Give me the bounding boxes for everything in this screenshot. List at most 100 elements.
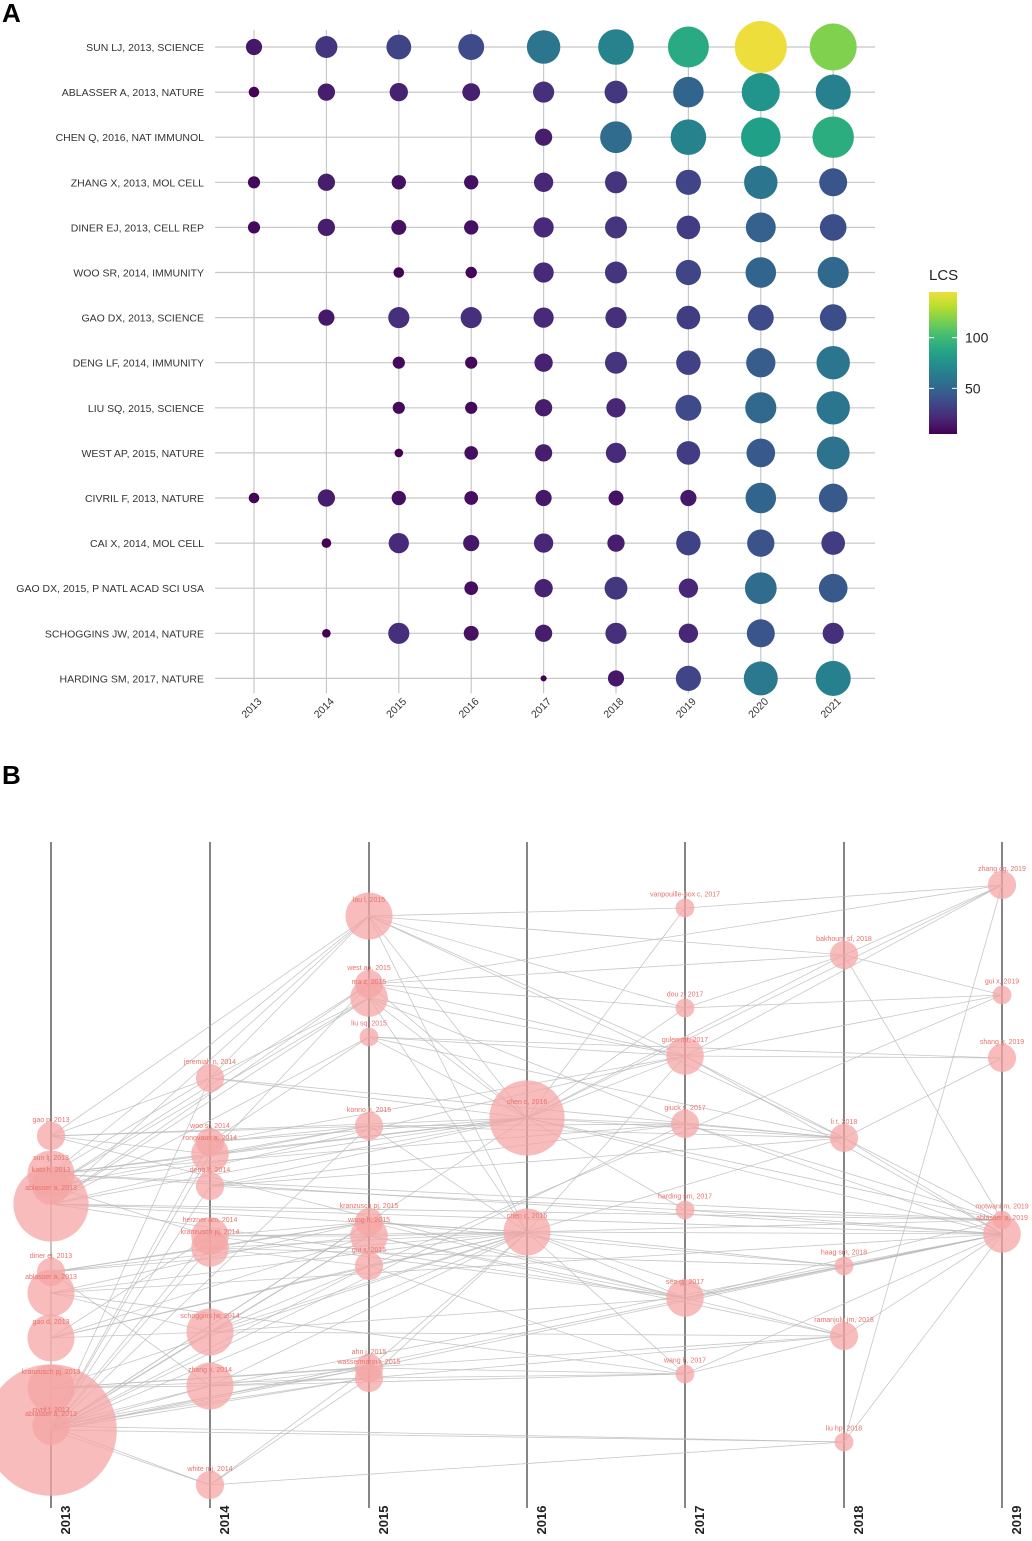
paper-node-label: zhang cg, 2019: [978, 866, 1026, 873]
lcs-bubble: [676, 215, 701, 240]
citation-edge: [50, 915, 370, 1137]
row-label: GAO DX, 2015, P NATL ACAD SCI USA: [16, 583, 204, 595]
citation-edge: [368, 1231, 528, 1267]
paper-node: [195, 1171, 225, 1201]
lcs-bubble-chart: SUN LJ, 2013, SCIENCE ABLASSER A, 2013, N…: [16, 21, 989, 721]
citation-edge: [209, 1265, 370, 1333]
lcs-bubble: [604, 351, 628, 374]
citation-edge: [50, 1235, 370, 1339]
paper-node-label: chen q, 2016: [507, 1099, 548, 1106]
paper-node: [354, 1111, 384, 1141]
paper-node-label: gui x, 2015: [352, 1247, 386, 1254]
lcs-bubble: [394, 448, 404, 458]
citation-edge: [50, 1231, 528, 1294]
citation-edge: [50, 1077, 211, 1175]
citation-edge: [684, 1055, 1003, 1059]
lcs-bubble: [747, 304, 774, 331]
paper-node-label: gulen mf, 2017: [662, 1037, 708, 1044]
paper-node: [983, 1215, 1021, 1253]
paper-node: [350, 979, 388, 1017]
citation-edge: [368, 997, 686, 1125]
paper-node-label: kranzusch pj, 2014: [181, 1229, 240, 1236]
year-label: 2018: [851, 1506, 866, 1535]
paper-node-label: ablasser a, 2013: [25, 1411, 77, 1418]
lcs-bubble: [464, 446, 479, 460]
lcs-bubble: [534, 579, 553, 598]
citation-edge: [684, 1123, 1003, 1235]
lcs-bubble: [464, 491, 479, 505]
citation-edge: [684, 1209, 1003, 1221]
paper-node-label: gao d, 2013: [33, 1319, 70, 1326]
citation-edge: [209, 983, 370, 1155]
citation-edge: [843, 954, 1003, 996]
citation-edge: [684, 884, 1003, 1057]
paper-node-label: motwani m, 2019: [975, 1204, 1028, 1211]
paper-node: [350, 1217, 388, 1255]
citation-edge: [209, 1297, 686, 1333]
citation-edge: [50, 1425, 845, 1443]
citation-edge: [209, 915, 370, 1079]
citation-edge: [209, 1367, 370, 1387]
lcs-bubble: [247, 221, 261, 234]
citation-edge: [368, 1036, 686, 1057]
citation-edge: [209, 1231, 528, 1333]
citation-edge: [209, 1036, 370, 1143]
paper-node: [675, 1200, 695, 1220]
lcs-bubble: [391, 175, 406, 190]
citation-edge: [368, 915, 528, 1233]
lcs-bubble: [676, 305, 701, 330]
paper-node: [191, 1135, 229, 1173]
paper-node-label: harding sm, 2017: [658, 1194, 712, 1201]
citation-edge: [209, 1247, 370, 1267]
lcs-bubble: [540, 675, 547, 682]
paper-node-label: sun lj, 2013: [33, 1155, 69, 1162]
paper-node-label: wassermann r, 2015: [336, 1359, 400, 1366]
lcs-bubble: [675, 169, 701, 195]
lcs-bubble: [533, 172, 554, 192]
paper-node: [666, 1037, 704, 1075]
paper-node-label: wang h, 2015: [347, 1217, 390, 1224]
citation-edge: [368, 1125, 845, 1139]
lcs-bubble: [819, 168, 848, 197]
lcs-bubble: [676, 530, 701, 556]
lcs-bubble: [605, 622, 627, 644]
citation-edge: [684, 1209, 1003, 1235]
lcs-bubble: [604, 216, 628, 239]
lcs-bubble: [604, 261, 628, 284]
lcs-bubble: [744, 572, 777, 605]
paper-node: [992, 985, 1012, 1005]
lcs-bubble: [676, 441, 701, 465]
lcs-bubble: [676, 350, 701, 375]
citation-edge: [368, 1231, 528, 1379]
citation-edge: [50, 1231, 528, 1339]
paper-node: [489, 1080, 565, 1156]
citation-edge: [526, 1231, 686, 1375]
paper-node-label: vanpouille-box c, 2017: [650, 892, 720, 899]
citation-network-chart: 2013 2014 2015 2016 2017 2018 2019 gao p, 2013 s…: [0, 842, 1029, 1535]
citation-edge: [209, 1233, 1003, 1387]
citation-edge: [209, 1373, 686, 1387]
lcs-bubble: [607, 670, 625, 687]
row-label: ZHANG X, 2013, MOL CELL: [71, 177, 204, 189]
citation-edge: [526, 1117, 1003, 1221]
citation-edge: [209, 997, 370, 1079]
citation-edge: [368, 983, 686, 1009]
lcs-bubble: [392, 401, 405, 414]
citation-edge: [209, 1247, 845, 1267]
paper-node-label: civril f, 2013: [32, 1407, 69, 1414]
citation-edge: [50, 1335, 845, 1389]
citation-edge: [50, 1231, 528, 1273]
lcs-bubble: [821, 531, 846, 555]
lcs-bubble: [598, 29, 634, 65]
x-tick-label: 2017: [529, 696, 554, 721]
paper-node-label: chen q, 2016: [507, 1213, 548, 1220]
citation-edge: [684, 1123, 1003, 1221]
citation-edge: [50, 1331, 211, 1339]
citation-edge: [526, 1055, 686, 1233]
lcs-bubble: [526, 30, 561, 64]
x-tick-label: 2018: [601, 696, 626, 721]
paper-node: [670, 1109, 700, 1139]
paper-node: [987, 870, 1017, 900]
citation-edge: [209, 1235, 686, 1299]
paper-node-label: liu hp, 2018: [826, 1426, 862, 1433]
